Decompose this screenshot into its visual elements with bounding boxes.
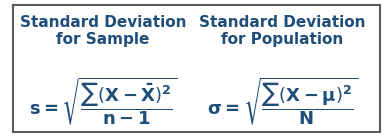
Text: $\mathbf{s = \sqrt{\dfrac{\sum\left(X - \bar{X}\right)^{2}}{n - 1}}}$: $\mathbf{s = \sqrt{\dfrac{\sum\left(X - … — [29, 75, 177, 127]
Text: $\mathbf{\sigma = \sqrt{\dfrac{\sum\left(X - \mu\right)^{2}}{N}}}$: $\mathbf{\sigma = \sqrt{\dfrac{\sum\left… — [207, 75, 358, 127]
Text: Standard Deviation
for Population: Standard Deviation for Population — [199, 15, 366, 47]
FancyBboxPatch shape — [14, 5, 380, 132]
Text: Standard Deviation
for Sample: Standard Deviation for Sample — [20, 15, 186, 47]
